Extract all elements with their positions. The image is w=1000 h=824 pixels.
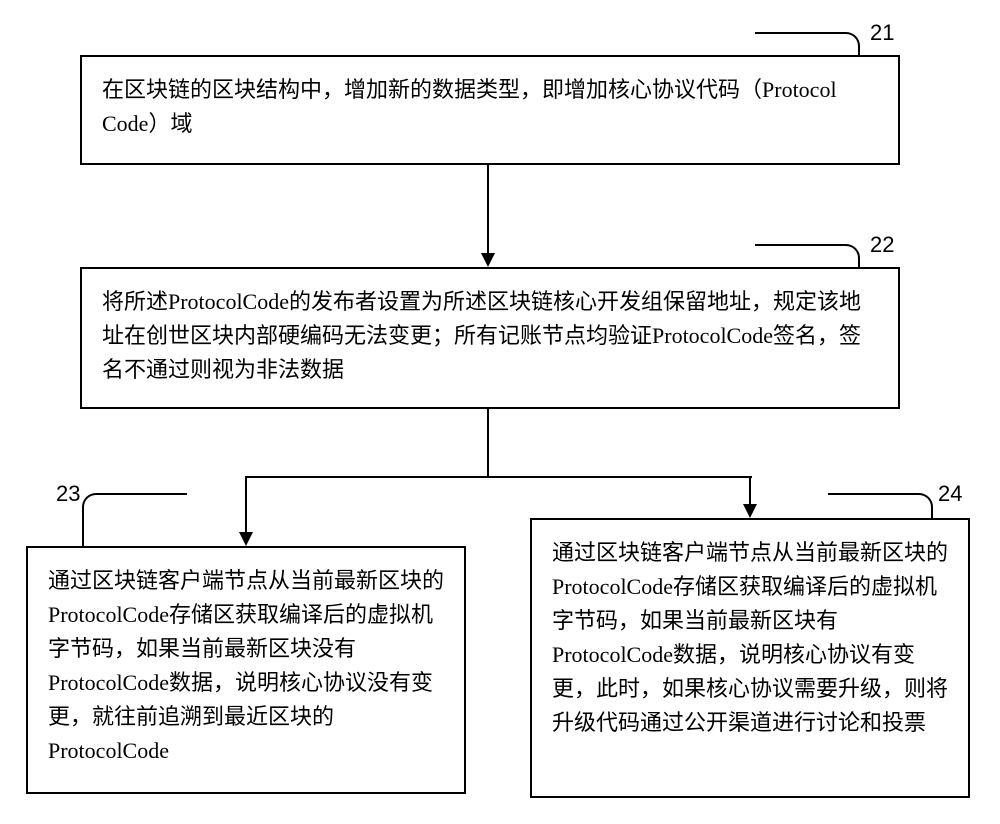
label-24: 24 (938, 481, 962, 507)
callout-22 (755, 244, 860, 267)
arrow-22-24-head (743, 504, 757, 518)
node-23: 通过区块链客户端节点从当前最新区块的ProtocolCode存储区获取编译后的虚… (26, 546, 466, 794)
node-24: 通过区块链客户端节点从当前最新区块的ProtocolCode存储区获取编译后的虚… (530, 518, 970, 798)
branch-horizontal (246, 476, 752, 478)
node-23-text: 通过区块链客户端节点从当前最新区块的ProtocolCode存储区获取编译后的虚… (48, 568, 444, 763)
label-23: 23 (56, 481, 80, 507)
callout-23 (82, 493, 187, 546)
node-21: 在区块链的区块结构中，增加新的数据类型，即增加核心协议代码（Protocol C… (80, 55, 900, 165)
callout-21 (755, 32, 860, 55)
node-22: 将所述ProtocolCode的发布者设置为所述区块链核心开发组保留地址，规定该… (80, 267, 900, 409)
node-22-text: 将所述ProtocolCode的发布者设置为所述区块链核心开发组保留地址，规定该… (102, 289, 861, 382)
arrow-22-24-line (749, 476, 751, 504)
node-24-text: 通过区块链客户端节点从当前最新区块的ProtocolCode存储区获取编译后的虚… (552, 540, 948, 735)
node-21-text: 在区块链的区块结构中，增加新的数据类型，即增加核心协议代码（Protocol C… (102, 77, 837, 136)
branch-vertical (487, 409, 489, 477)
flowchart-container: 21 在区块链的区块结构中，增加新的数据类型，即增加核心协议代码（Protoco… (0, 0, 1000, 824)
arrow-22-23-head (239, 532, 253, 546)
label-21: 21 (870, 20, 894, 46)
arrow-21-22-line (487, 165, 489, 253)
label-22: 22 (870, 232, 894, 258)
arrow-21-22-head (481, 253, 495, 267)
arrow-22-23-line (245, 476, 247, 532)
callout-24 (828, 493, 933, 518)
